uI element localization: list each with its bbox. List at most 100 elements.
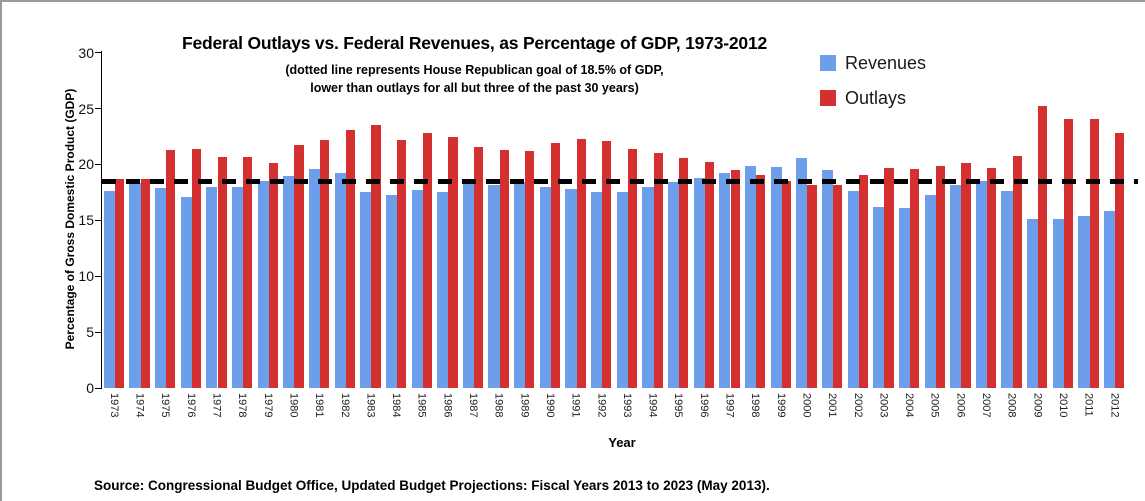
y-tick-label: 0 [86,380,94,396]
bar-outlays-2008 [1012,155,1022,388]
legend-item-revenues: Revenues [820,52,926,74]
bar-outlays-1993 [627,148,638,388]
x-tick-label-2010: 2010 [1056,393,1069,418]
x-tick-label-1983: 1983 [364,393,377,418]
bar-revenues-1988 [488,184,500,388]
bar-outlays-1984 [397,139,407,388]
bar-outlays-2009 [1038,106,1048,388]
bar-outlays-1985 [422,133,432,388]
legend-label-revenues: Revenues [845,52,927,73]
y-tick-label: 20 [78,156,94,173]
bar-revenues-1975 [155,187,167,388]
bar-revenues-2012 [1104,211,1116,388]
bar-revenues-1997 [719,173,731,388]
bar-revenues-1976 [180,196,192,388]
legend-item-outlays: Outlays [820,87,926,109]
bar-outlays-1992 [602,140,612,388]
x-tick-label-1990: 1990 [543,393,556,418]
x-tick-label-1999: 1999 [774,393,787,418]
x-tick-label-1989: 1989 [518,393,531,418]
x-tick-label-2005: 2005 [928,393,941,418]
x-tick-label-1996: 1996 [697,393,710,418]
bar-revenues-1989 [514,182,526,388]
bar-revenues-1995 [668,182,680,388]
bar-outlays-1994 [653,153,663,388]
bar-outlays-1986 [448,136,458,388]
revenues-swatch-icon [820,55,836,71]
bar-outlays-1997 [730,170,740,388]
x-tick-label-1981: 1981 [313,393,326,418]
y-tick-label: 25 [78,100,94,117]
bar-revenues-2002 [847,191,859,388]
bar-outlays-1977 [217,156,227,388]
bar-outlays-1973 [114,178,125,388]
x-tick-label-2000: 2000 [800,393,813,418]
bar-outlays-1996 [704,162,715,388]
y-axis-line [101,51,102,389]
x-tick-label-2004: 2004 [903,393,916,418]
bar-revenues-1982 [334,173,346,388]
x-tick-label-1984: 1984 [390,393,403,418]
bar-revenues-1986 [437,192,449,388]
bar-outlays-1978 [243,156,253,388]
bar-revenues-2004 [898,208,911,388]
bar-revenues-2005 [924,194,936,388]
bar-revenues-1991 [565,189,577,388]
x-tick-label-1991: 1991 [569,393,582,418]
bar-outlays-1989 [525,151,535,388]
x-tick-label-1976: 1976 [184,393,197,418]
x-tick-label-2001: 2001 [826,393,839,418]
bar-revenues-1979 [257,181,269,388]
source-note: Source: Congressional Budget Office, Upd… [94,478,770,493]
x-tick-label-1992: 1992 [595,393,608,418]
bar-outlays-1974 [140,178,150,388]
x-tick-label-2008: 2008 [1005,393,1018,418]
bar-outlays-2003 [884,167,894,388]
bar-outlays-1975 [166,149,176,388]
x-tick-label-2012: 2012 [1108,393,1121,418]
y-tick-label: 15 [78,212,94,229]
x-tick-label-1985: 1985 [415,393,428,418]
bar-revenues-1973 [103,191,115,388]
bar-outlays-1998 [756,174,766,388]
x-tick-label-2007: 2007 [980,393,992,418]
legend-label-outlays: Outlays [845,87,907,108]
bar-outlays-1982 [345,129,355,388]
bar-revenues-1999 [770,166,782,388]
x-tick-label-1997: 1997 [723,393,736,418]
x-tick-label-1987: 1987 [467,393,479,418]
y-tick [95,331,101,333]
bar-revenues-2011 [1078,215,1090,388]
bar-outlays-1990 [550,143,561,388]
bar-outlays-1995 [679,157,689,388]
bar-outlays-2006 [961,163,971,388]
x-tick-label-1978: 1978 [236,393,249,418]
bar-revenues-1980 [283,175,295,388]
x-tick-label-2011: 2011 [1082,393,1095,417]
bar-revenues-2001 [821,170,834,388]
bar-revenues-1996 [693,177,705,388]
bar-revenues-2007 [975,181,987,388]
bar-revenues-1978 [231,186,244,388]
bar-outlays-1991 [576,138,586,388]
bar-outlays-2011 [1089,118,1099,388]
x-tick-label-2006: 2006 [954,393,967,418]
bar-revenues-2008 [1001,191,1013,388]
bar-revenues-2009 [1027,219,1039,388]
bar-outlays-1983 [371,125,381,388]
x-tick-label-1994: 1994 [646,393,659,418]
bar-revenues-2010 [1052,219,1064,388]
bar-revenues-1983 [360,192,372,388]
bar-revenues-1990 [539,186,551,388]
bar-outlays-2004 [910,168,920,388]
x-tick-label-1979: 1979 [261,393,274,418]
chart-subtitle-line2: lower than outlays for all but three of … [310,81,639,95]
x-tick-label-1974: 1974 [133,393,146,418]
bar-outlays-1988 [499,149,509,388]
bar-revenues-1981 [308,168,321,388]
bar-outlays-2010 [1063,118,1074,388]
bar-outlays-2012 [1115,133,1125,388]
bar-outlays-2005 [935,165,945,388]
